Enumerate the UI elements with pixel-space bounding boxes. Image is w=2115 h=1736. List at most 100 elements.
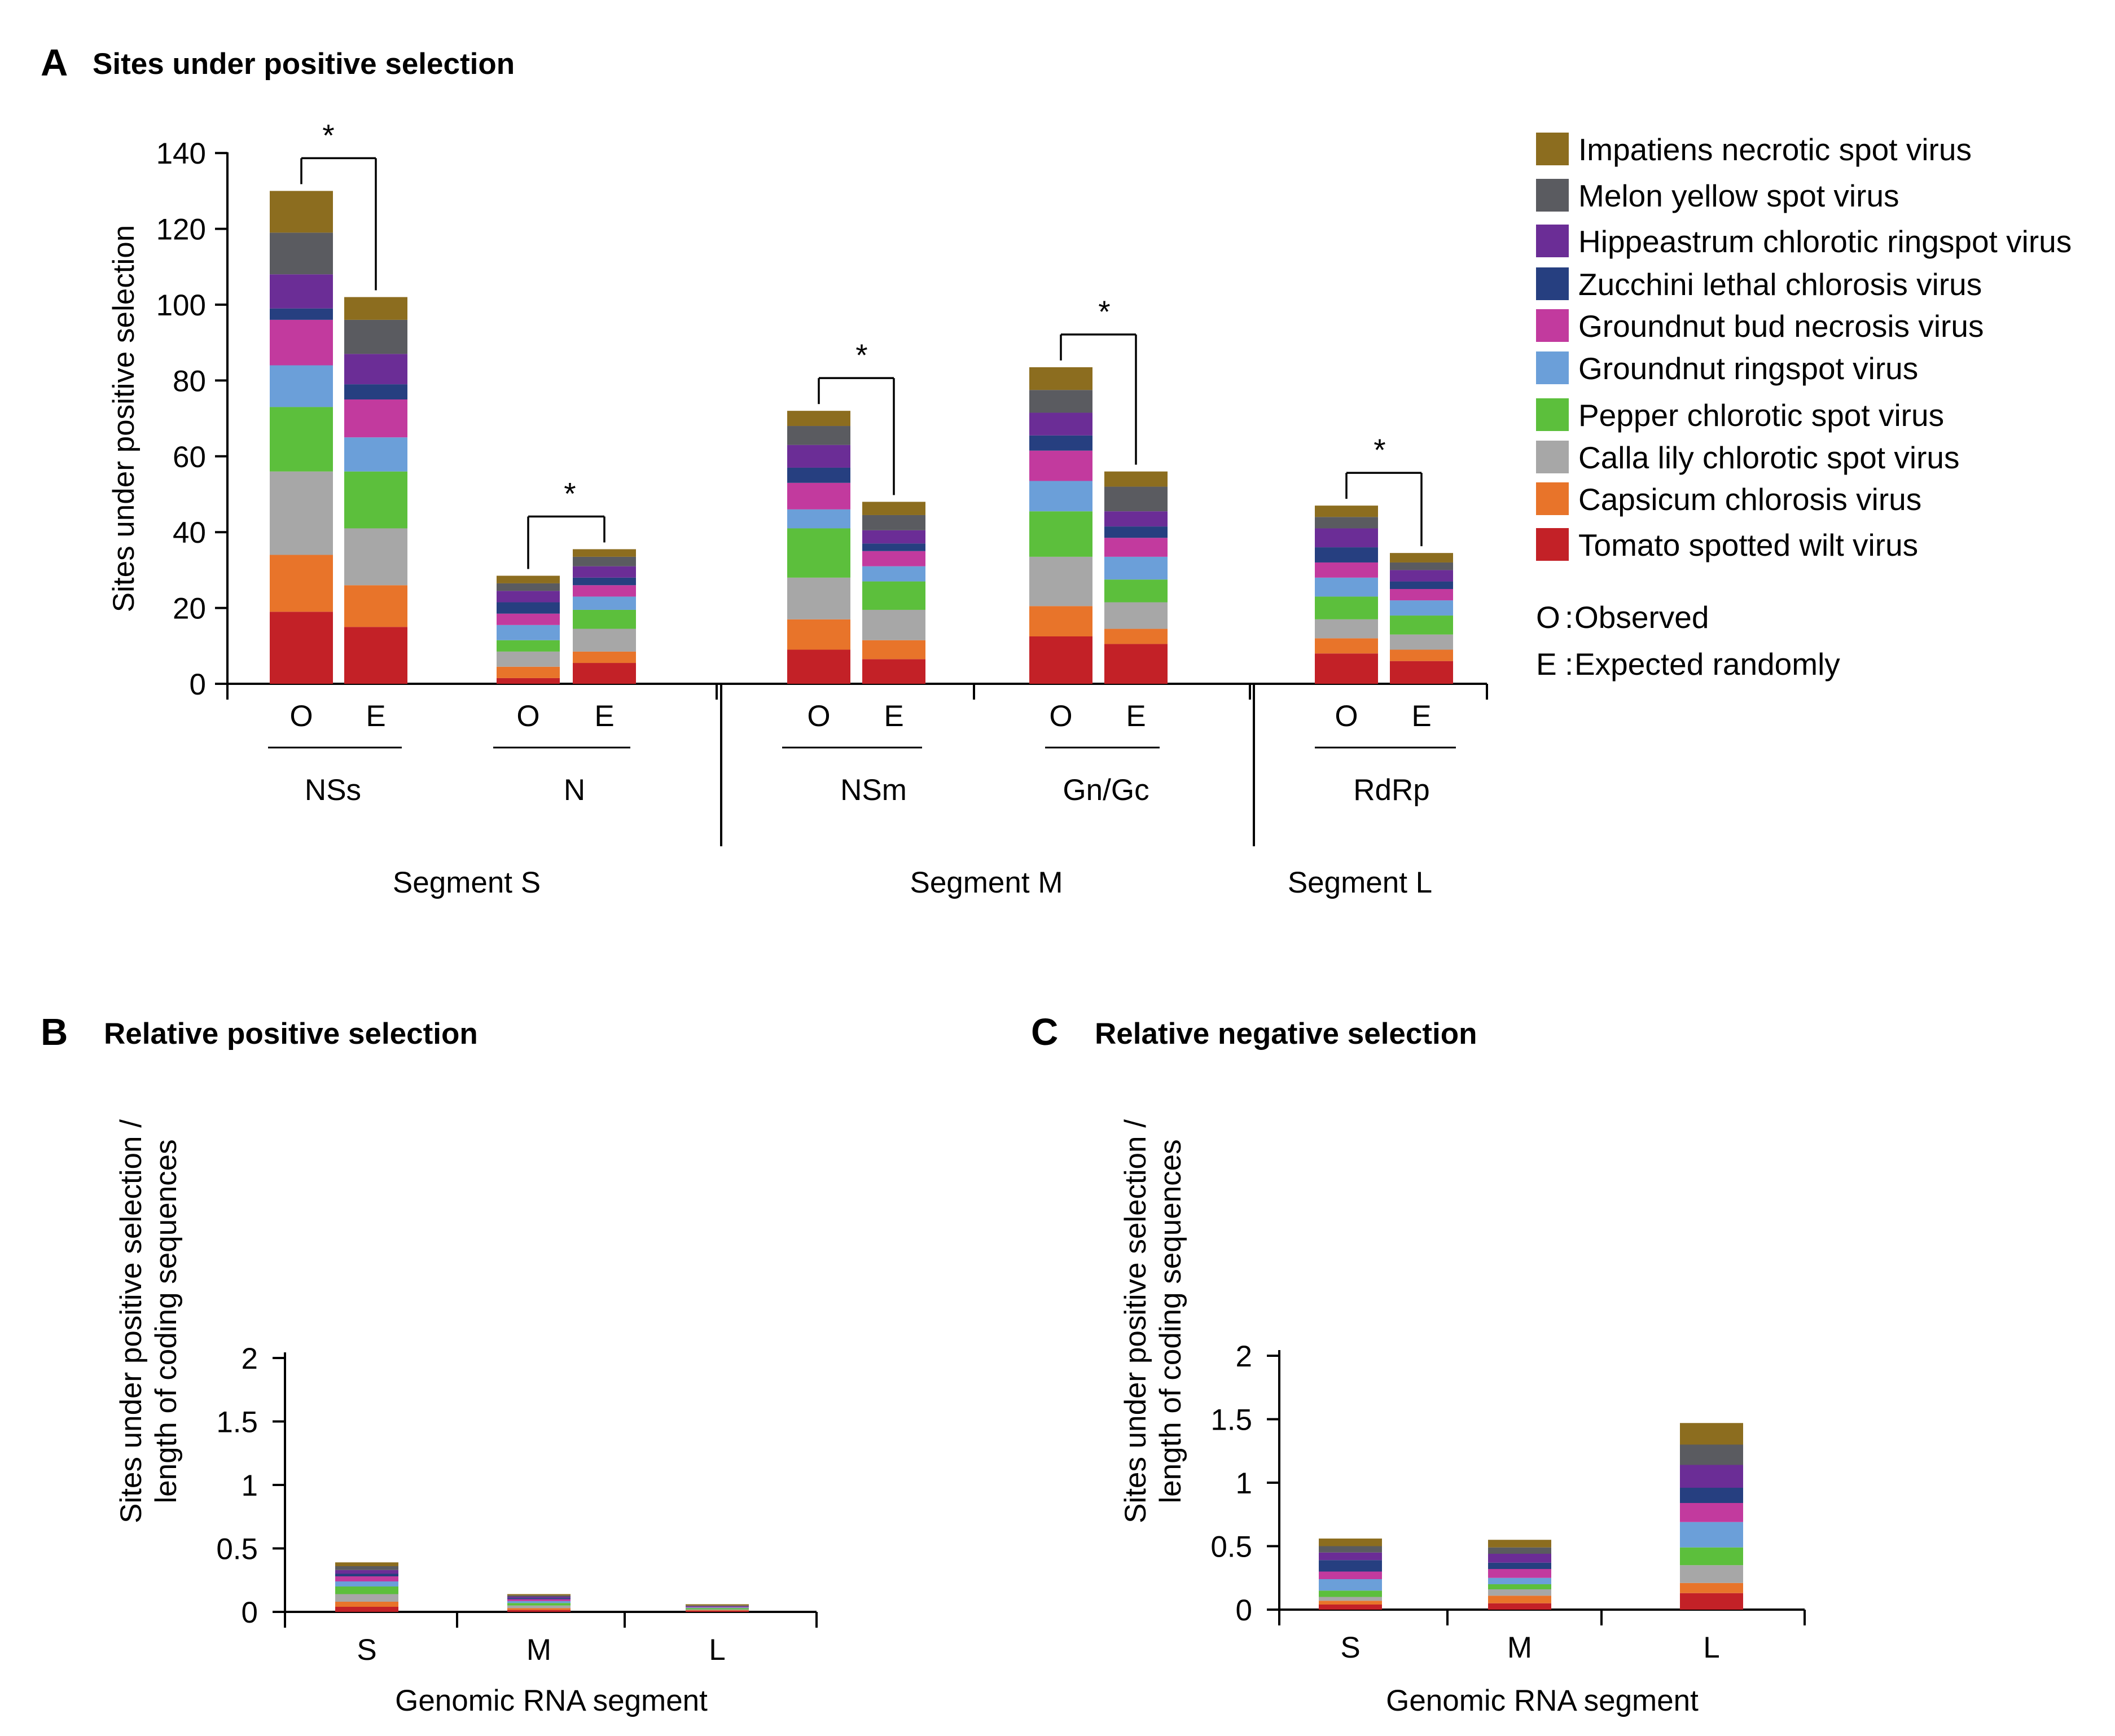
bar-c-m-pepper-chlorotic-spot-virus: [1488, 1584, 1551, 1589]
y-axis-title: Sites under positive selection /length o…: [1119, 1119, 1187, 1523]
legend-key-text: Expected randomly: [1574, 647, 1840, 682]
significance-star: *: [1098, 294, 1110, 329]
panel-a-letter: A: [41, 42, 68, 84]
x-tick-label-a: O: [289, 700, 313, 733]
bar-b-m-groundnut-bud-necrosis-virus: [507, 1599, 571, 1601]
panel-b: B Relative positive selection 0 0.5 1 1.5 2 S M L…: [41, 1011, 818, 1717]
significance-star: *: [855, 337, 867, 372]
bar-gn-gc-observed-impatiens-necrotic-spot-virus: [1029, 367, 1092, 390]
bar-nss-observed-impatiens-necrotic-spot-virus: [270, 191, 333, 233]
bar-n-observed-melon-yellow-spot-virus: [497, 583, 560, 591]
panel-a-title: Sites under positive selection: [93, 47, 515, 81]
bar-b-s-capsicum-chlorosis-virus: [335, 1602, 398, 1607]
bar-b-s-groundnut-bud-necrosis-virus: [335, 1576, 398, 1581]
y-axis-title-line: Sites under positive selection /: [115, 1119, 148, 1523]
bar-b-s-zucchini-lethal-chlorosis-virus: [335, 1574, 398, 1576]
bar-nss-observed-tomato-spotted-wilt-virus: [270, 612, 333, 684]
bar-rdrp-observed-calla-lily-chlorotic-spot-virus: [1315, 619, 1378, 639]
bar-c-s-capsicum-chlorosis-virus: [1319, 1601, 1382, 1605]
legend-swatch-impatiens-necrotic-spot-virus: [1536, 133, 1569, 165]
panel-c: C Relative negative selection 0 0.5 1 1.5 2 S M L…: [1031, 1011, 1806, 1717]
bar-nss-expected-pepper-chlorotic-spot-virus: [344, 471, 407, 529]
legend-label: Zucchini lethal chlorosis virus: [1578, 267, 1982, 302]
legend-swatch-tomato-spotted-wilt-virus: [1536, 528, 1569, 561]
bar-c-l-capsicum-chlorosis-virus: [1680, 1583, 1743, 1593]
bar-n-expected-melon-yellow-spot-virus: [573, 556, 636, 566]
legend-key-text: Observed: [1574, 600, 1709, 635]
legend-key-code: E: [1536, 647, 1557, 682]
panel-c-letter: C: [1031, 1011, 1058, 1053]
bar-b-m-capsicum-chlorosis-virus: [507, 1608, 571, 1610]
bar-n-observed-hippeastrum-chlorotic-ringspot-virus: [497, 591, 560, 603]
bar-nsm-observed-groundnut-bud-necrosis-virus: [787, 482, 850, 509]
bar-c-s-calla-lily-chlorotic-spot-virus: [1319, 1597, 1382, 1601]
legend: Impatiens necrotic spot virus Melon yello…: [1536, 132, 2072, 682]
bar-c-s-melon-yellow-spot-virus: [1319, 1546, 1382, 1553]
bar-rdrp-expected-melon-yellow-spot-virus: [1390, 562, 1453, 570]
legend-label: Melon yellow spot virus: [1578, 178, 1899, 213]
x-tick-label: L: [709, 1633, 725, 1667]
bar-nss-expected-tomato-spotted-wilt-virus: [344, 627, 407, 684]
bar-nsm-observed-calla-lily-chlorotic-spot-virus: [787, 577, 850, 619]
legend-label: Tomato spotted wilt virus: [1578, 528, 1918, 562]
legend-swatch-hippeastrum-chlorotic-ringspot-virus: [1536, 225, 1569, 257]
bar-c-s-groundnut-bud-necrosis-virus: [1319, 1571, 1382, 1579]
bar-c-l-calla-lily-chlorotic-spot-virus: [1680, 1565, 1743, 1583]
y-axis-title-a: Sites under positive selection: [107, 225, 141, 612]
bar-gn-gc-expected-groundnut-bud-necrosis-virus: [1104, 538, 1168, 557]
bar-b-l-zucchini-lethal-chlorosis-virus: [686, 1606, 749, 1607]
bar-rdrp-observed-zucchini-lethal-chlorosis-virus: [1315, 547, 1378, 562]
bar-b-m-calla-lily-chlorotic-spot-virus: [507, 1605, 571, 1608]
bar-c-l-pepper-chlorotic-spot-virus: [1680, 1547, 1743, 1566]
x-tick-label-a: E: [1411, 700, 1431, 733]
bar-c-s-groundnut-ringspot-virus: [1319, 1579, 1382, 1591]
bar-rdrp-observed-pepper-chlorotic-spot-virus: [1315, 596, 1378, 619]
bar-c-m-groundnut-ringspot-virus: [1488, 1577, 1551, 1584]
bar-nsm-expected-hippeastrum-chlorotic-ringspot-virus: [862, 530, 925, 544]
legend-swatch-melon-yellow-spot-virus: [1536, 179, 1569, 212]
y-axis-title-line: Sites under positive selection /: [1119, 1119, 1152, 1523]
significance-star: *: [564, 476, 576, 511]
bar-rdrp-observed-impatiens-necrotic-spot-virus: [1315, 506, 1378, 517]
legend-swatch-calla-lily-chlorotic-spot-virus: [1536, 441, 1569, 473]
y-tick-label: 0.5: [216, 1533, 258, 1566]
legend-label: Impatiens necrotic spot virus: [1578, 132, 1972, 167]
bar-c-m-zucchini-lethal-chlorosis-virus: [1488, 1562, 1551, 1569]
bar-c-m-groundnut-bud-necrosis-virus: [1488, 1569, 1551, 1578]
bar-nss-expected-groundnut-bud-necrosis-virus: [344, 399, 407, 438]
bar-nsm-expected-zucchini-lethal-chlorosis-virus: [862, 543, 925, 551]
bar-c-s-pepper-chlorotic-spot-virus: [1319, 1590, 1382, 1597]
bar-gn-gc-expected-melon-yellow-spot-virus: [1104, 486, 1168, 512]
x-tick-label-a: O: [516, 700, 539, 733]
bar-b-l-capsicum-chlorosis-virus: [686, 1610, 749, 1611]
y-tick-label: 1: [1236, 1467, 1252, 1500]
bar-rdrp-expected-groundnut-ringspot-virus: [1390, 600, 1453, 616]
gene-label: RdRp: [1353, 773, 1430, 807]
panel-b-letter: B: [41, 1011, 68, 1053]
bar-gn-gc-observed-pepper-chlorotic-spot-virus: [1029, 511, 1092, 557]
x-tick-label: S: [1340, 1631, 1360, 1664]
bar-n-observed-groundnut-ringspot-virus: [497, 625, 560, 640]
bar-c-l-zucchini-lethal-chlorosis-virus: [1680, 1488, 1743, 1503]
legend-swatch-zucchini-lethal-chlorosis-virus: [1536, 267, 1569, 300]
bar-gn-gc-expected-calla-lily-chlorotic-spot-virus: [1104, 602, 1168, 629]
y-tick-label-a: 80: [173, 364, 206, 398]
y-tick-label-a: 40: [173, 516, 206, 550]
bar-gn-gc-expected-capsicum-chlorosis-virus: [1104, 629, 1168, 644]
bar-b-l-tomato-spotted-wilt-virus: [686, 1610, 749, 1612]
bar-c-m-tomato-spotted-wilt-virus: [1488, 1603, 1551, 1610]
bar-nsm-expected-melon-yellow-spot-virus: [862, 515, 925, 530]
legend-swatch-pepper-chlorotic-spot-virus: [1536, 398, 1569, 431]
bar-nsm-expected-impatiens-necrotic-spot-virus: [862, 502, 925, 515]
gene-label: N: [564, 773, 585, 807]
bar-nsm-observed-hippeastrum-chlorotic-ringspot-virus: [787, 445, 850, 468]
bar-rdrp-expected-hippeastrum-chlorotic-ringspot-virus: [1390, 570, 1453, 582]
bar-b-m-melon-yellow-spot-virus: [507, 1595, 571, 1597]
bar-n-expected-zucchini-lethal-chlorosis-virus: [573, 577, 636, 586]
gene-label: NSm: [840, 773, 907, 807]
y-tick-label: 1.5: [216, 1406, 258, 1439]
bar-b-s-melon-yellow-spot-virus: [335, 1566, 398, 1570]
bar-b-l-hippeastrum-chlorotic-ringspot-virus: [686, 1606, 749, 1607]
legend-key-code: O: [1536, 600, 1560, 635]
bar-c-l-tomato-spotted-wilt-virus: [1680, 1593, 1743, 1610]
